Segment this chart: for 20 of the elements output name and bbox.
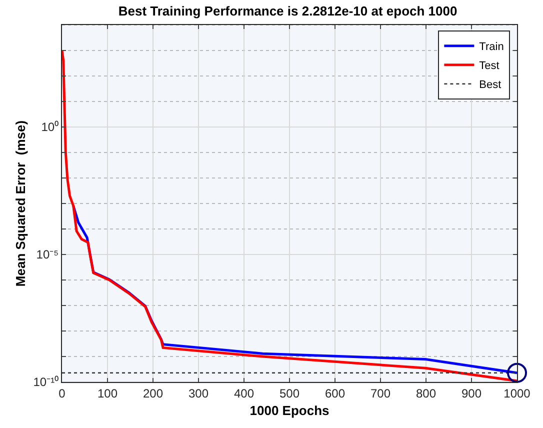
x-axis-title: 1000 Epochs: [250, 403, 330, 418]
x-tick-label: 0: [58, 386, 66, 400]
x-tick-label: 700: [370, 386, 391, 400]
chart-title: Best Training Performance is 2.2812e-10 at epoch 1000: [118, 4, 458, 19]
legend-label: Test: [479, 60, 500, 72]
x-tick-label: 200: [142, 386, 164, 400]
x-tick-label: 100: [97, 386, 118, 400]
x-tick-label: 500: [279, 386, 300, 400]
x-tick-label: 1000: [504, 386, 531, 400]
x-tick-label: 400: [234, 386, 254, 400]
y-axis-title: Mean Squared Error (mse): [13, 120, 28, 287]
y-tick-label: 10⁻⁵: [36, 248, 59, 262]
y-tick-label: 10⁻¹⁰: [33, 375, 59, 390]
legend-label: Best: [479, 79, 502, 92]
y-tick-label: 10⁰: [41, 120, 59, 134]
x-tick-label: 300: [188, 386, 209, 400]
x-tick-label: 600: [324, 386, 346, 400]
x-tick-label: 800: [416, 386, 436, 400]
x-tick-label: 900: [461, 386, 482, 400]
legend-label: Train: [479, 41, 504, 54]
